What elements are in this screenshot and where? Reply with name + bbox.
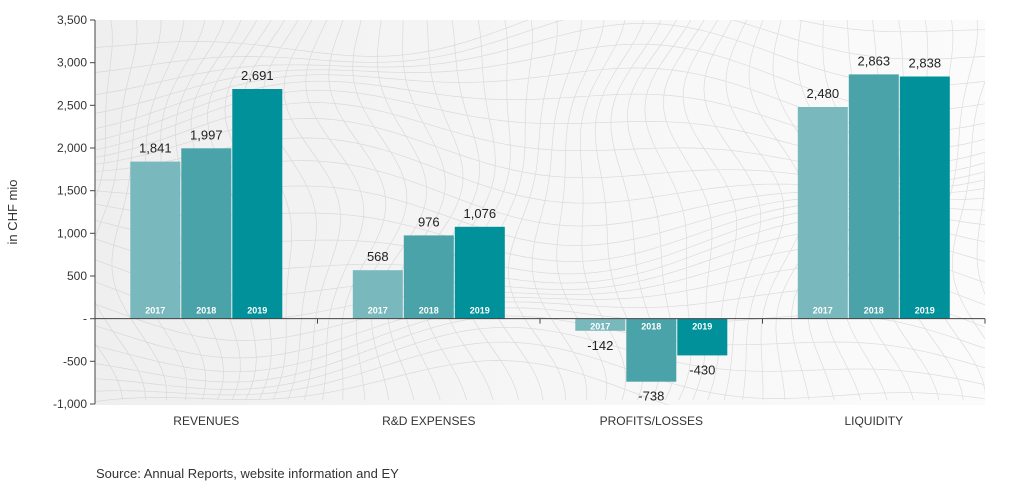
bar-value-label: -430 [689,362,715,377]
bar-series-label: 2019 [915,306,935,316]
bar-profits-losses-2017 [575,318,626,331]
bar-series-label: 2019 [692,322,712,332]
bar-liquidity-2017 [797,107,848,319]
bar-value-label: 1,997 [190,127,223,142]
bar-series-label: 2018 [196,306,216,316]
bar-value-label: -142 [587,338,613,353]
bar-value-label: 2,838 [909,56,942,71]
bar-series-label: 2019 [470,306,490,316]
bars [130,74,950,382]
bar-chart: 2017 1,841 2018 1,997 2019 2,691 REVENUES 2017 5… [5,13,986,428]
labels: 2017 1,841 2018 1,997 2019 2,691 REVENUES 2017 5… [53,13,941,428]
y-tick-label: 3,000 [57,56,87,70]
bar-series-label: 2017 [368,306,388,316]
bar-value-label: 2,691 [241,68,274,83]
bar-revenues-2019 [232,89,283,319]
bar-series-label: 2018 [864,306,884,316]
axes [90,19,986,405]
bar-r-d-expenses-2017 [352,270,403,319]
bar-profits-losses-2018 [626,318,677,382]
bar-series-label: 2019 [247,306,267,316]
category-label: LIQUIDITY [844,414,903,428]
y-axis-label: in CHF mio [5,179,20,244]
y-tick-label: -1,000 [53,397,87,411]
bar-profits-losses-2019 [677,318,728,356]
source-note: Source: Annual Reports, website informat… [96,466,399,481]
bar-r-d-expenses-2018 [403,235,454,319]
y-tick-label: - [83,312,87,326]
bar-liquidity-2019 [899,76,950,319]
bar-series-label: 2018 [641,322,661,332]
bar-value-label: 2,480 [807,86,840,101]
category-label: R&D EXPENSES [382,414,475,428]
y-tick-label: 500 [67,269,87,283]
bar-value-label: -738 [638,389,664,404]
bar-r-d-expenses-2019 [454,226,505,319]
bar-series-label: 2018 [419,306,439,316]
bar-value-label: 1,076 [464,206,497,221]
y-tick-label: -500 [63,354,87,368]
bar-value-label: 1,841 [139,141,172,156]
y-tick-label: 2,500 [57,98,87,112]
bar-series-label: 2017 [590,322,610,332]
bar-liquidity-2018 [848,74,899,319]
bar-series-label: 2017 [145,306,165,316]
category-label: PROFITS/LOSSES [600,414,703,428]
bar-series-label: 2017 [813,306,833,316]
y-tick-label: 1,000 [57,226,87,240]
bar-revenues-2018 [181,148,232,319]
bar-revenues-2017 [130,161,181,319]
y-tick-label: 3,500 [57,13,87,27]
y-tick-label: 1,500 [57,184,87,198]
category-label: REVENUES [173,414,239,428]
bar-value-label: 976 [418,214,440,229]
bar-value-label: 568 [367,249,389,264]
bar-value-label: 2,863 [858,53,891,68]
y-tick-label: 2,000 [57,141,87,155]
